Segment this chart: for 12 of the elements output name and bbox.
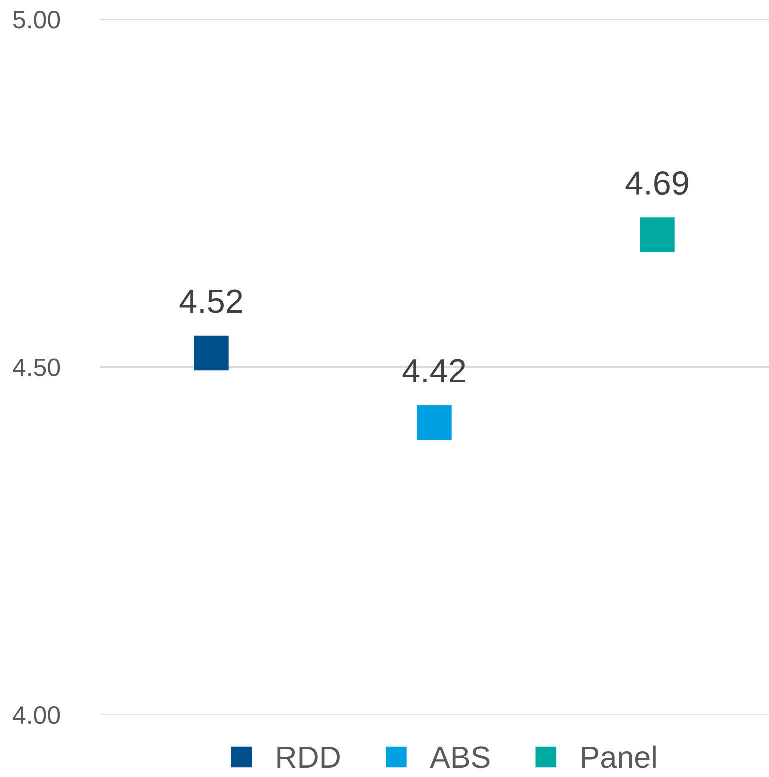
y-tick-label: 4.50 (13, 358, 60, 376)
y-tick-label: 4.00 (13, 706, 60, 724)
point (194, 336, 229, 371)
point (417, 405, 452, 440)
data-label: 4.52 (180, 290, 242, 314)
data-label: 4.42 (402, 359, 466, 383)
data-label: 4.69 (626, 171, 688, 196)
y-tick-label: 5.00 (13, 11, 60, 29)
point (640, 218, 675, 252)
legend-label: ABS (430, 746, 490, 768)
legend-label: Panel (582, 746, 656, 768)
legend-label: RDD (278, 746, 340, 768)
